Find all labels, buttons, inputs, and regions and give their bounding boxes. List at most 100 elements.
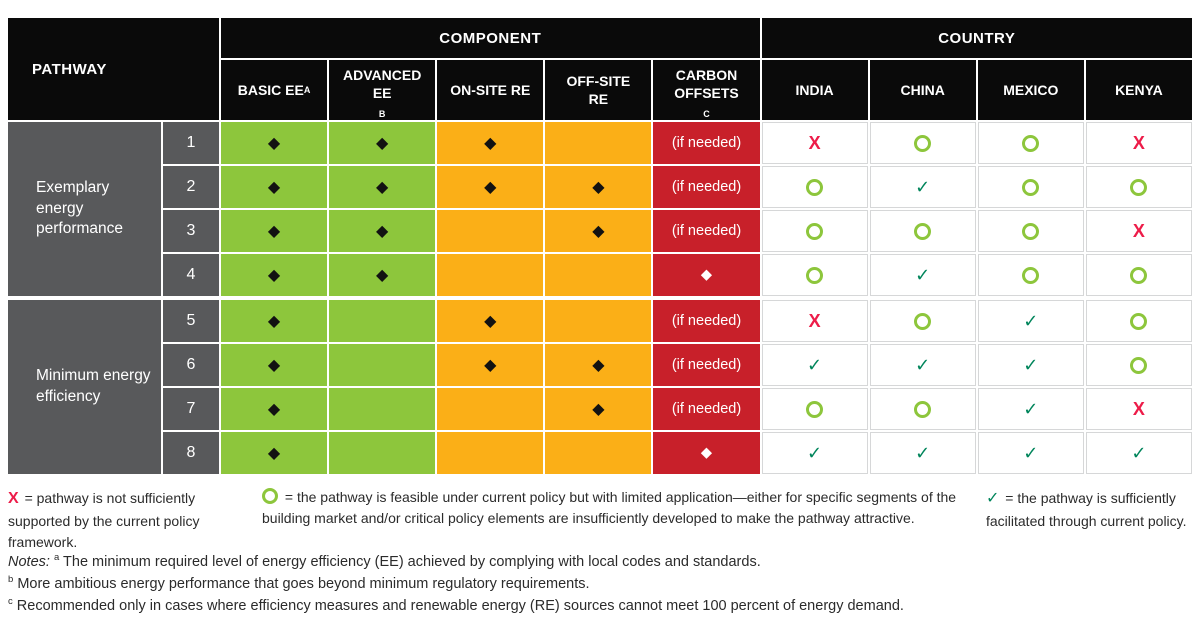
china-cell bbox=[869, 122, 976, 164]
country-status-icon bbox=[914, 222, 932, 240]
footnote-a: Notes: a The minimum required level of e… bbox=[8, 551, 904, 573]
carbon-offsets-cell: ◆ bbox=[653, 254, 760, 296]
column-header-offsite-re: OFF-SITE RE bbox=[545, 60, 652, 120]
country-status-icon bbox=[1130, 356, 1148, 374]
basic-ee-cell: ◆ bbox=[221, 254, 328, 296]
kenya-cell bbox=[1085, 254, 1192, 296]
legend-x-text: = pathway is not sufficiently supported … bbox=[8, 490, 200, 550]
basic-ee-cell: ◆ bbox=[221, 388, 328, 430]
india-cell bbox=[761, 388, 868, 430]
pathway-number: 2 bbox=[163, 166, 219, 208]
offsite-re-cell: ◆ bbox=[545, 166, 652, 208]
offsite-re-cell: ◆ bbox=[545, 388, 652, 430]
country-status-icon bbox=[807, 443, 822, 464]
country-status-icon bbox=[1023, 443, 1038, 464]
legend-circle-text: = the pathway is feasible under current … bbox=[262, 489, 957, 526]
column-label: ON-SITE RE bbox=[450, 81, 531, 98]
column-header-basic-ee: BASIC EE A bbox=[221, 60, 328, 120]
basic-ee-cell: ◆ bbox=[221, 432, 328, 474]
kenya-cell bbox=[1085, 166, 1192, 208]
mexico-cell bbox=[977, 210, 1084, 252]
country-status-icon bbox=[1133, 133, 1145, 154]
country-status-icon bbox=[915, 443, 930, 464]
country-status-icon bbox=[1130, 312, 1148, 330]
offsite-re-cell bbox=[545, 432, 652, 474]
india-cell bbox=[761, 166, 868, 208]
mexico-cell bbox=[977, 344, 1084, 386]
footnote-c: c Recommended only in cases where effici… bbox=[8, 595, 904, 617]
x-icon: X bbox=[8, 490, 19, 507]
pathway-number: 4 bbox=[163, 254, 219, 296]
country-status-icon bbox=[1022, 266, 1040, 284]
column-header-india: INDIA bbox=[761, 60, 868, 120]
pathway-number: 1 bbox=[163, 122, 219, 164]
onsite-re-cell bbox=[437, 432, 544, 474]
china-cell bbox=[869, 166, 976, 208]
legend-circle: = the pathway is feasible under current … bbox=[262, 487, 962, 529]
country-status-icon bbox=[1130, 178, 1148, 196]
country-status-icon bbox=[809, 311, 821, 332]
country-status-icon bbox=[1022, 222, 1040, 240]
basic-ee-cell: ◆ bbox=[221, 210, 328, 252]
pathway-table: PATHWAY COMPONENT COUNTRY BASIC EE A ADVA… bbox=[8, 18, 1192, 474]
india-cell bbox=[761, 344, 868, 386]
footnote-text: Recommended only in cases where efficien… bbox=[16, 597, 904, 614]
footnotes: Notes: a The minimum required level of e… bbox=[8, 551, 904, 617]
legend-check-text: = the pathway is sufficiently facilitate… bbox=[986, 490, 1187, 529]
onsite-re-cell bbox=[437, 254, 544, 296]
footnote-text: The minimum required level of energy eff… bbox=[63, 553, 761, 570]
group-label-exemplary: Exemplary energy performance bbox=[8, 122, 161, 296]
footnote-b: b More ambitious energy performance that… bbox=[8, 573, 904, 595]
advanced-ee-cell: ◆ bbox=[329, 254, 436, 296]
country-status-icon bbox=[1022, 134, 1040, 152]
advanced-ee-cell: ◆ bbox=[329, 166, 436, 208]
pathway-number: 3 bbox=[163, 210, 219, 252]
footnote-sup: a bbox=[53, 552, 60, 563]
pathway-number: 6 bbox=[163, 344, 219, 386]
mexico-cell bbox=[977, 432, 1084, 474]
china-cell bbox=[869, 388, 976, 430]
column-header-mexico: MEXICO bbox=[977, 60, 1084, 120]
carbon-offsets-cell: (if needed) bbox=[653, 300, 760, 342]
advanced-ee-cell: ◆ bbox=[329, 122, 436, 164]
onsite-re-cell: ◆ bbox=[437, 122, 544, 164]
carbon-offsets-cell: ◆ bbox=[653, 432, 760, 474]
column-header-advanced-ee: ADVANCED EE B bbox=[329, 60, 436, 120]
country-status-icon bbox=[1023, 355, 1038, 376]
column-header-kenya: KENYA bbox=[1085, 60, 1192, 120]
country-status-icon bbox=[915, 177, 930, 198]
kenya-cell bbox=[1085, 122, 1192, 164]
carbon-offsets-cell: (if needed) bbox=[653, 122, 760, 164]
onsite-re-cell: ◆ bbox=[437, 344, 544, 386]
footnote-text: More ambitious energy performance that g… bbox=[17, 575, 590, 592]
country-status-icon bbox=[914, 400, 932, 418]
basic-ee-cell: ◆ bbox=[221, 300, 328, 342]
group-label-minimum: Minimum energy efficiency bbox=[8, 300, 161, 474]
basic-ee-cell: ◆ bbox=[221, 344, 328, 386]
china-cell bbox=[869, 254, 976, 296]
country-status-icon bbox=[914, 312, 932, 330]
column-label: OFF-SITE RE bbox=[566, 72, 631, 107]
offsite-re-cell bbox=[545, 300, 652, 342]
offsite-re-cell: ◆ bbox=[545, 344, 652, 386]
india-cell bbox=[761, 254, 868, 296]
country-status-icon bbox=[1130, 266, 1148, 284]
india-cell bbox=[761, 210, 868, 252]
footnote-sup: c bbox=[8, 595, 13, 607]
kenya-cell bbox=[1085, 344, 1192, 386]
country-group-header: COUNTRY bbox=[761, 18, 1192, 58]
column-header-china: CHINA bbox=[869, 60, 976, 120]
country-status-icon bbox=[915, 355, 930, 376]
check-icon: ✓ bbox=[986, 490, 1000, 507]
footnote-sup: b bbox=[8, 573, 14, 585]
country-status-icon bbox=[806, 222, 824, 240]
country-status-icon bbox=[807, 355, 822, 376]
kenya-cell bbox=[1085, 388, 1192, 430]
pathway-number: 8 bbox=[163, 432, 219, 474]
pathway-number: 7 bbox=[163, 388, 219, 430]
country-status-icon bbox=[1022, 178, 1040, 196]
pathway-header: PATHWAY bbox=[8, 18, 219, 120]
carbon-offsets-cell: (if needed) bbox=[653, 210, 760, 252]
country-status-icon bbox=[806, 178, 824, 196]
